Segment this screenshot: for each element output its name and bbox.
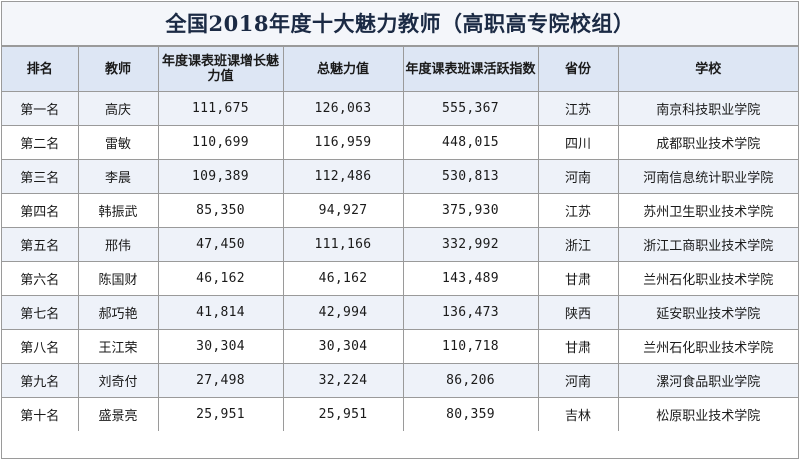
cell-school: 河南信息统计职业学院 (617, 159, 798, 194)
cell-rank: 第一名 (2, 91, 79, 126)
cell-rank: 第十名 (2, 397, 79, 431)
cell-rank: 第九名 (2, 363, 79, 398)
cell-province: 吉林 (537, 397, 619, 431)
cell-activity: 143,489 (402, 261, 539, 296)
cell-teacher: 李晨 (77, 159, 159, 194)
cell-rank: 第三名 (2, 159, 79, 194)
cell-school: 兰州石化职业技术学院 (617, 261, 798, 296)
header-row: 排名 教师 年度课表班课增长魅力值 总魅力值 年度课表班课活跃指数 省份 学校 (2, 46, 798, 92)
table-row: 第六名 陈国财 46,162 46,162 143,489 甘肃 兰州石化职业技… (2, 261, 798, 296)
cell-total: 42,994 (282, 295, 404, 330)
cell-province: 甘肃 (537, 261, 619, 296)
cell-school: 松原职业技术学院 (617, 397, 798, 431)
cell-activity: 80,359 (402, 397, 539, 431)
cell-total: 94,927 (282, 193, 404, 228)
cell-province: 河南 (537, 363, 619, 398)
header-total: 总魅力值 (282, 46, 404, 92)
cell-teacher: 高庆 (77, 91, 159, 126)
cell-total: 46,162 (282, 261, 404, 296)
cell-province: 四川 (537, 125, 619, 160)
cell-growth: 47,450 (157, 227, 284, 262)
cell-rank: 第七名 (2, 295, 79, 330)
cell-province: 浙江 (537, 227, 619, 262)
cell-growth: 109,389 (157, 159, 284, 194)
cell-school: 延安职业技术学院 (617, 295, 798, 330)
cell-activity: 136,473 (402, 295, 539, 330)
table-row: 第一名 高庆 111,675 126,063 555,367 江苏 南京科技职业… (2, 91, 798, 126)
cell-rank: 第五名 (2, 227, 79, 262)
cell-teacher: 盛景亮 (77, 397, 159, 431)
cell-growth: 27,498 (157, 363, 284, 398)
cell-province: 河南 (537, 159, 619, 194)
header-school: 学校 (617, 46, 798, 92)
cell-activity: 530,813 (402, 159, 539, 194)
cell-growth: 111,675 (157, 91, 284, 126)
cell-teacher: 郝巧艳 (77, 295, 159, 330)
table-row: 第二名 雷敏 110,699 116,959 448,015 四川 成都职业技术… (2, 125, 798, 160)
cell-school: 成都职业技术学院 (617, 125, 798, 160)
table-row: 第七名 郝巧艳 41,814 42,994 136,473 陕西 延安职业技术学… (2, 295, 798, 330)
cell-teacher: 雷敏 (77, 125, 159, 160)
header-growth: 年度课表班课增长魅力值 (157, 46, 284, 92)
cell-rank: 第八名 (2, 329, 79, 364)
cell-school: 苏州卫生职业技术学院 (617, 193, 798, 228)
table-row: 第八名 王江荣 30,304 30,304 110,718 甘肃 兰州石化职业技… (2, 329, 798, 364)
cell-growth: 25,951 (157, 397, 284, 431)
cell-teacher: 邢伟 (77, 227, 159, 262)
cell-activity: 110,718 (402, 329, 539, 364)
header-teacher: 教师 (77, 46, 159, 92)
cell-teacher: 陈国财 (77, 261, 159, 296)
table-row: 第五名 邢伟 47,450 111,166 332,992 浙江 浙江工商职业技… (2, 227, 798, 262)
table-row: 第三名 李晨 109,389 112,486 530,813 河南 河南信息统计… (2, 159, 798, 194)
cell-school: 南京科技职业学院 (617, 91, 798, 126)
header-province: 省份 (537, 46, 619, 92)
cell-total: 112,486 (282, 159, 404, 194)
cell-province: 甘肃 (537, 329, 619, 364)
cell-teacher: 刘奇付 (77, 363, 159, 398)
cell-total: 25,951 (282, 397, 404, 431)
cell-activity: 375,930 (402, 193, 539, 228)
cell-total: 111,166 (282, 227, 404, 262)
cell-province: 陕西 (537, 295, 619, 330)
table-row: 第九名 刘奇付 27,498 32,224 86,206 河南 漯河食品职业学院 (2, 363, 798, 398)
cell-activity: 86,206 (402, 363, 539, 398)
cell-activity: 555,367 (402, 91, 539, 126)
table-title: 全国2018年度十大魅力教师（高职高专院校组） (2, 2, 798, 46)
cell-rank: 第二名 (2, 125, 79, 160)
cell-total: 30,304 (282, 329, 404, 364)
table-row: 第十名 盛景亮 25,951 25,951 80,359 吉林 松原职业技术学院 (2, 397, 798, 431)
cell-teacher: 王江荣 (77, 329, 159, 364)
cell-rank: 第四名 (2, 193, 79, 228)
cell-school: 漯河食品职业学院 (617, 363, 798, 398)
cell-total: 116,959 (282, 125, 404, 160)
cell-province: 江苏 (537, 91, 619, 126)
cell-growth: 46,162 (157, 261, 284, 296)
cell-growth: 110,699 (157, 125, 284, 160)
cell-rank: 第六名 (2, 261, 79, 296)
ranking-table: 排名 教师 年度课表班课增长魅力值 总魅力值 年度课表班课活跃指数 省份 学校 … (2, 46, 798, 431)
header-activity: 年度课表班课活跃指数 (402, 46, 539, 92)
cell-total: 126,063 (282, 91, 404, 126)
cell-activity: 448,015 (402, 125, 539, 160)
cell-school: 浙江工商职业技术学院 (617, 227, 798, 262)
cell-growth: 41,814 (157, 295, 284, 330)
cell-growth: 30,304 (157, 329, 284, 364)
cell-total: 32,224 (282, 363, 404, 398)
cell-activity: 332,992 (402, 227, 539, 262)
table-row: 第四名 韩振武 85,350 94,927 375,930 江苏 苏州卫生职业技… (2, 193, 798, 228)
cell-school: 兰州石化职业技术学院 (617, 329, 798, 364)
cell-growth: 85,350 (157, 193, 284, 228)
cell-province: 江苏 (537, 193, 619, 228)
cell-teacher: 韩振武 (77, 193, 159, 228)
header-rank: 排名 (2, 46, 79, 92)
